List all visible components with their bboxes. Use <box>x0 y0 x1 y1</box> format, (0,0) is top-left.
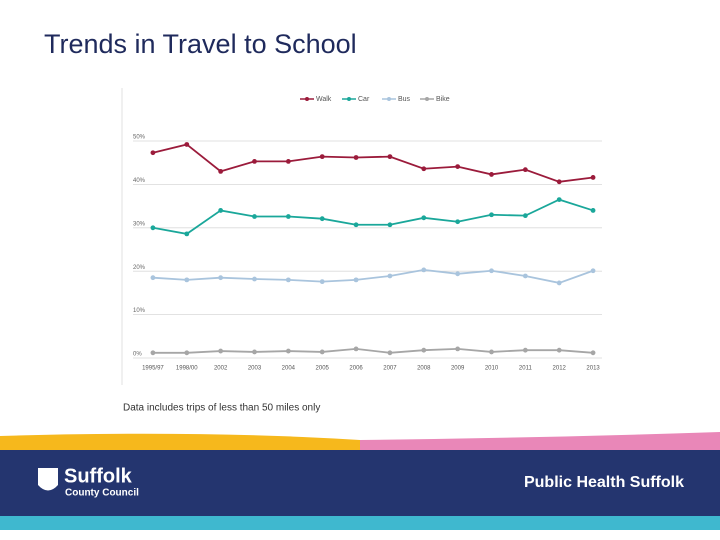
data-point <box>184 277 190 283</box>
data-point <box>353 346 359 352</box>
data-point <box>522 347 528 353</box>
footer-wave-yellow <box>0 433 360 452</box>
data-point <box>252 158 257 164</box>
data-point <box>150 225 156 231</box>
series-line <box>152 268 594 284</box>
data-point <box>150 275 156 281</box>
data-point <box>319 216 325 222</box>
x-tick-label: 2010 <box>485 366 499 372</box>
data-point <box>455 164 461 170</box>
footer-wave-pink <box>360 432 720 452</box>
legend-marker <box>425 97 429 101</box>
chart-note: Data includes trips of less than 50 mile… <box>123 403 320 414</box>
data-point <box>590 208 596 213</box>
data-point <box>150 350 156 356</box>
data-point <box>218 275 224 281</box>
data-point <box>556 280 562 286</box>
logo-crest <box>38 468 58 491</box>
data-point <box>455 346 461 352</box>
y-tick-label: 0% <box>133 352 142 358</box>
data-point <box>489 172 494 177</box>
data-point <box>150 150 156 156</box>
x-tick-label: 2013 <box>586 366 600 372</box>
data-point <box>218 348 224 354</box>
data-point <box>184 142 190 147</box>
legend-label: Bus <box>398 96 411 103</box>
data-point <box>353 222 359 228</box>
y-tick-label: 50% <box>133 135 146 141</box>
legend-label: Car <box>358 96 370 103</box>
legend-label: Walk <box>316 96 332 103</box>
series-line <box>152 198 594 235</box>
data-point <box>522 167 528 173</box>
legend-marker <box>305 97 309 101</box>
legend-marker <box>347 97 351 101</box>
data-point <box>556 179 562 185</box>
data-point <box>556 347 562 353</box>
data-point <box>319 349 325 355</box>
data-point <box>184 231 190 237</box>
data-point <box>489 349 494 355</box>
x-tick-label: 2008 <box>417 366 431 372</box>
x-tick-label: 2011 <box>519 366 533 372</box>
data-point <box>387 350 393 356</box>
data-point <box>252 349 257 355</box>
data-point <box>590 350 596 356</box>
x-tick-label: 2004 <box>282 366 296 372</box>
data-point <box>590 268 596 274</box>
legend-label: Bike <box>436 96 450 103</box>
y-tick-label: 30% <box>133 221 146 227</box>
data-point <box>455 219 461 225</box>
data-point <box>522 213 528 219</box>
data-point <box>218 208 224 213</box>
x-tick-label: 2006 <box>349 366 363 372</box>
y-tick-label: 10% <box>133 308 146 314</box>
data-point <box>421 166 427 172</box>
data-point <box>252 276 257 282</box>
data-point <box>421 215 427 221</box>
data-point <box>421 267 427 273</box>
data-point <box>184 350 190 356</box>
footer-band <box>0 450 720 518</box>
data-point <box>489 268 494 274</box>
legend-marker <box>387 97 391 101</box>
x-tick-label: 1998/00 <box>176 366 198 372</box>
data-point <box>353 277 359 283</box>
data-point <box>387 154 393 160</box>
data-point <box>590 175 596 180</box>
data-point <box>285 158 291 164</box>
data-point <box>387 222 393 228</box>
data-point <box>489 212 494 218</box>
x-tick-label: 2005 <box>316 366 330 372</box>
data-point <box>285 277 291 283</box>
x-tick-label: 2003 <box>248 366 262 372</box>
data-point <box>353 155 359 160</box>
data-point <box>387 273 393 279</box>
data-point <box>421 347 427 353</box>
footer-bottom <box>0 530 720 540</box>
data-point <box>319 154 325 160</box>
data-point <box>556 197 562 202</box>
series-line <box>152 143 594 183</box>
data-point <box>285 348 291 354</box>
brand: Public Health Suffolk <box>524 474 684 491</box>
y-tick-label: 20% <box>133 265 146 271</box>
data-point <box>218 168 224 174</box>
data-point <box>285 214 291 219</box>
data-point <box>319 279 325 285</box>
x-tick-label: 2009 <box>451 366 465 372</box>
data-point <box>252 214 257 219</box>
x-tick-label: 2002 <box>214 366 228 372</box>
data-point <box>522 273 528 279</box>
logo-name: Suffolk <box>64 465 133 487</box>
x-tick-label: 2012 <box>553 366 567 372</box>
data-point <box>455 271 461 277</box>
y-tick-label: 40% <box>133 178 146 184</box>
x-tick-label: 1995/97 <box>142 366 164 372</box>
slide-title: Trends in Travel to School <box>44 29 357 59</box>
x-tick-label: 2007 <box>383 366 397 372</box>
series-line <box>152 347 594 354</box>
logo-sub: County Council <box>65 488 139 499</box>
